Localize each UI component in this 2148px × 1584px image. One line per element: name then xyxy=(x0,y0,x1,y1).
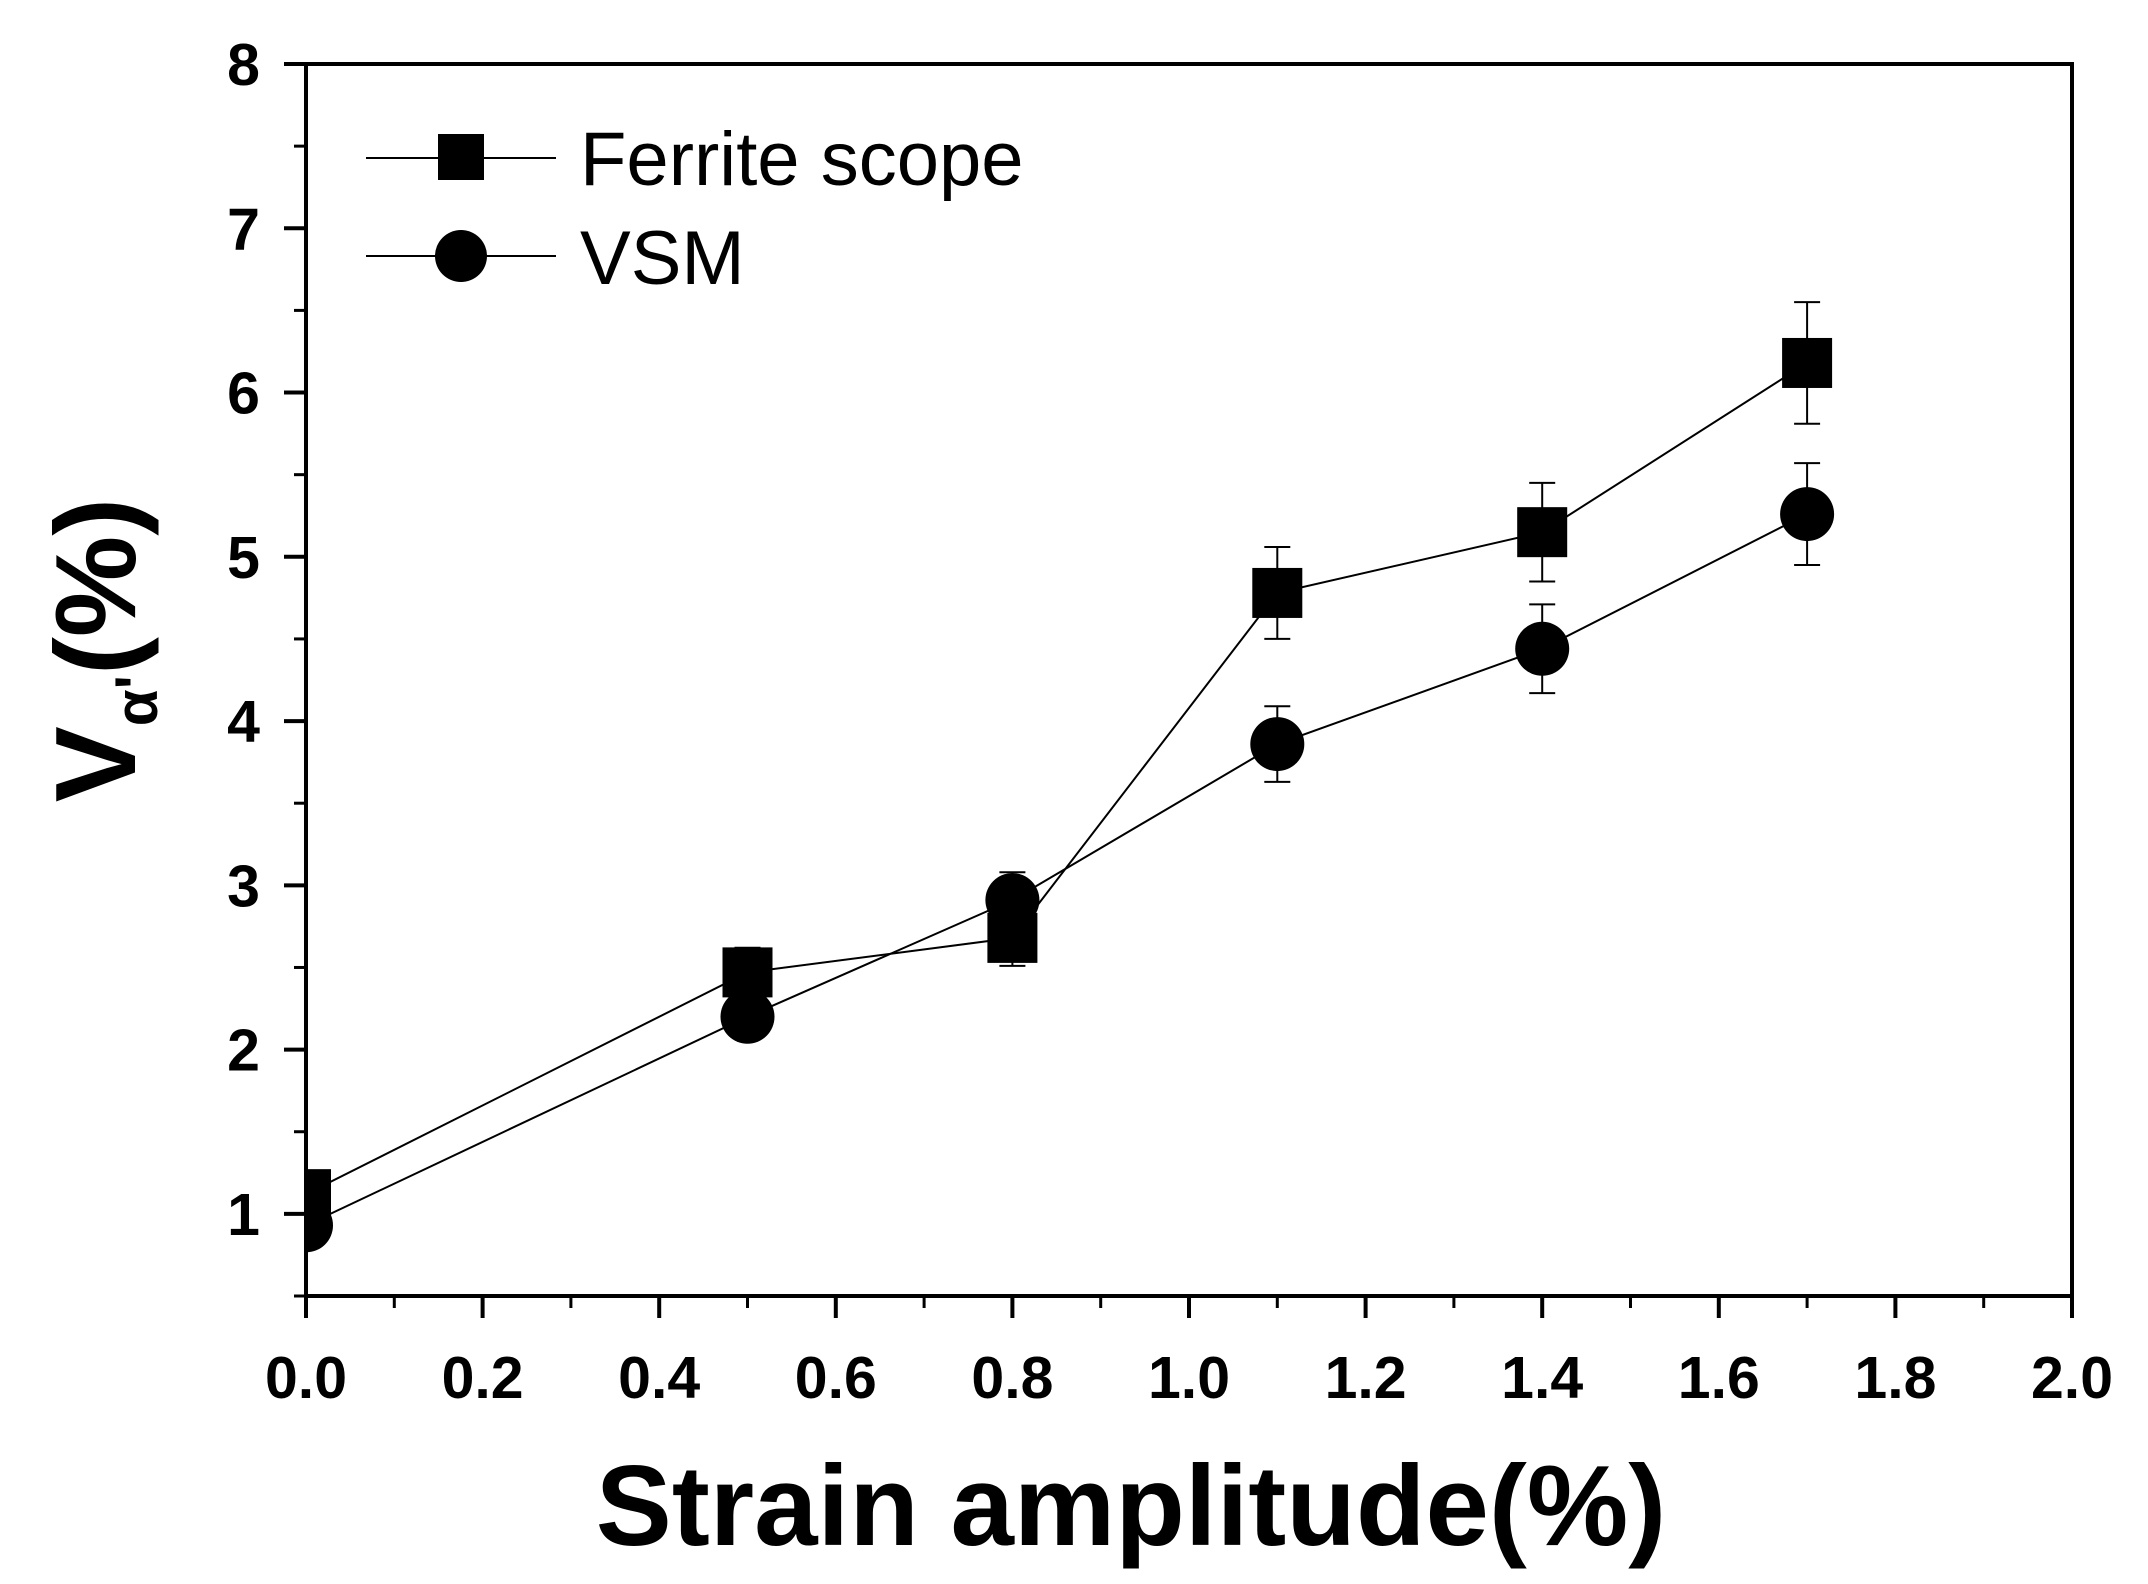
y-tick-label: 8 xyxy=(227,32,260,98)
x-tick-label: 1.4 xyxy=(1501,1345,1583,1411)
y-tick-label: 2 xyxy=(227,1018,260,1084)
legend-item-ferrite-scope: Ferrite scope xyxy=(366,117,1024,202)
data-point-circle xyxy=(720,989,775,1044)
series-layer xyxy=(306,301,1835,1253)
y-axis-title-subscript: α' xyxy=(103,675,170,726)
y-axis-title-main: V xyxy=(33,726,160,802)
x-tick-label: 1.8 xyxy=(1854,1345,1936,1411)
y-tick-label: 1 xyxy=(227,1182,260,1248)
series-vsm xyxy=(306,462,1835,1253)
x-tick-label: 0.0 xyxy=(265,1345,347,1411)
x-tick-label: 0.4 xyxy=(618,1345,700,1411)
x-tick-label: 1.0 xyxy=(1148,1345,1230,1411)
y-axis-title-unit: (%) xyxy=(33,498,160,675)
y-tick-label: 4 xyxy=(227,689,260,755)
series-ferrite-scope xyxy=(306,301,1833,1220)
series-line xyxy=(306,513,1808,1227)
data-point-circle xyxy=(306,1198,333,1253)
x-tick-label: 0.6 xyxy=(795,1345,877,1411)
data-point-square xyxy=(1252,567,1303,618)
x-tick-label: 0.8 xyxy=(971,1345,1053,1411)
data-point-circle xyxy=(985,873,1040,928)
data-point-square xyxy=(1517,507,1568,558)
y-axis: 1 2 3 4 5 6 7 8 xyxy=(227,32,306,1298)
x-tick-label: 2.0 xyxy=(2031,1345,2113,1411)
x-axis: 0.0 0.2 0.4 0.6 0.8 1.0 1.2 1.4 1.6 1.8 2.0 xyxy=(265,1296,2113,1411)
legend-label-ferrite-scope: Ferrite scope xyxy=(580,117,1024,202)
legend-circle-marker-icon xyxy=(435,230,487,282)
legend-square-marker-icon xyxy=(438,134,484,180)
y-tick-label: 5 xyxy=(227,525,260,591)
x-tick-label: 1.2 xyxy=(1325,1345,1407,1411)
data-point-circle xyxy=(1250,717,1305,772)
y-tick-label: 6 xyxy=(227,361,260,427)
plot-frame xyxy=(304,62,2074,1298)
legend: Ferrite scope VSM xyxy=(366,117,1024,301)
series-line xyxy=(306,362,1808,1196)
x-axis-title: Strain amplitude(%) xyxy=(596,1443,1666,1570)
data-point-square xyxy=(1782,337,1833,388)
y-axis-title: Vα'(%) xyxy=(33,498,170,803)
y-tick-label: 7 xyxy=(227,196,260,262)
data-point-circle xyxy=(1780,487,1835,542)
data-point-circle xyxy=(1515,621,1570,676)
x-tick-label: 0.2 xyxy=(442,1345,524,1411)
x-tick-label: 1.6 xyxy=(1678,1345,1760,1411)
legend-item-vsm: VSM xyxy=(366,216,745,301)
data-point-square xyxy=(722,947,773,998)
y-tick-label: 3 xyxy=(227,853,260,919)
legend-label-vsm: VSM xyxy=(580,216,745,301)
